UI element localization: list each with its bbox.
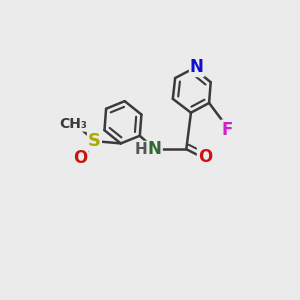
Text: H: H bbox=[135, 142, 147, 157]
Text: S: S bbox=[88, 132, 101, 150]
Text: O: O bbox=[74, 149, 88, 167]
Text: F: F bbox=[221, 121, 233, 139]
Text: O: O bbox=[198, 148, 212, 166]
Text: CH₃: CH₃ bbox=[60, 117, 88, 131]
Text: N: N bbox=[190, 58, 204, 76]
Text: N: N bbox=[148, 140, 162, 158]
